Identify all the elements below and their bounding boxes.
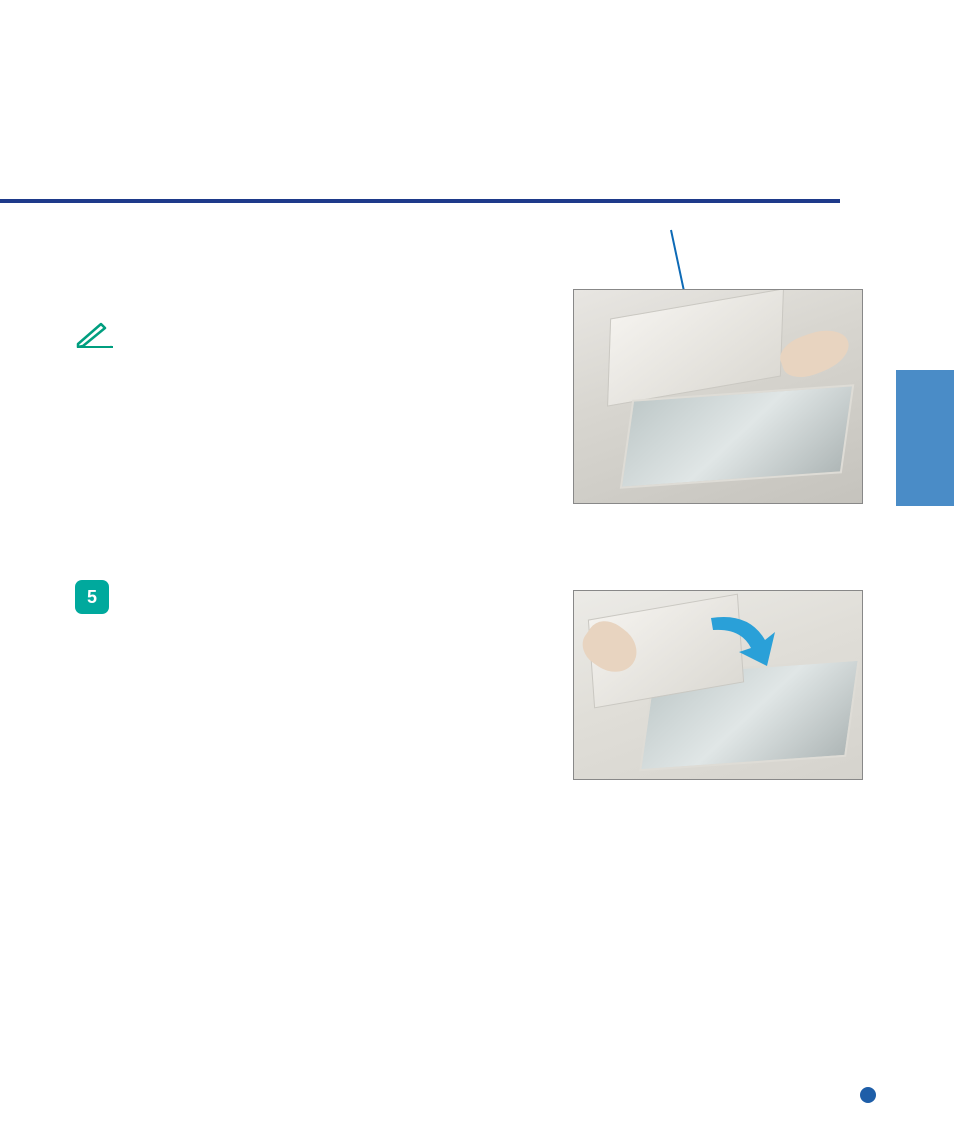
step-row: 5 bbox=[75, 580, 555, 614]
section-tab bbox=[896, 370, 954, 506]
note-pencil-icon bbox=[75, 320, 117, 348]
hand-with-cloth bbox=[776, 322, 855, 384]
step-block-lower: 5 bbox=[75, 580, 555, 614]
step-photo-clean-glass bbox=[573, 289, 863, 504]
photo-illustration bbox=[574, 290, 862, 503]
note-row bbox=[75, 320, 555, 348]
photo-illustration bbox=[574, 591, 862, 779]
step-block-upper bbox=[75, 280, 555, 348]
header-rule bbox=[0, 199, 840, 203]
step-number-badge: 5 bbox=[75, 580, 109, 614]
step-number: 5 bbox=[87, 587, 97, 608]
close-arrow-icon bbox=[701, 610, 781, 680]
scanner-glass bbox=[620, 384, 854, 489]
page-marker-dot bbox=[860, 1087, 876, 1103]
step-photo-close-lid bbox=[573, 590, 863, 780]
scanner-lid bbox=[607, 289, 784, 407]
dotted-separator: . . . . . . . . . . . . . . . . . . . . … bbox=[78, 534, 874, 540]
